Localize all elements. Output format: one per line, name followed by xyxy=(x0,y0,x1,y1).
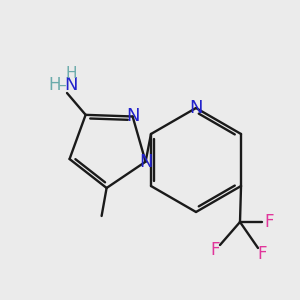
Text: N: N xyxy=(126,107,140,125)
Text: F: F xyxy=(257,245,267,263)
Text: H: H xyxy=(49,76,61,94)
Text: F: F xyxy=(264,213,274,231)
Text: N: N xyxy=(64,76,78,94)
Text: F: F xyxy=(211,241,220,259)
Text: N: N xyxy=(139,153,152,171)
Text: –: – xyxy=(58,77,66,92)
Text: N: N xyxy=(189,99,203,117)
Text: H: H xyxy=(65,65,77,80)
